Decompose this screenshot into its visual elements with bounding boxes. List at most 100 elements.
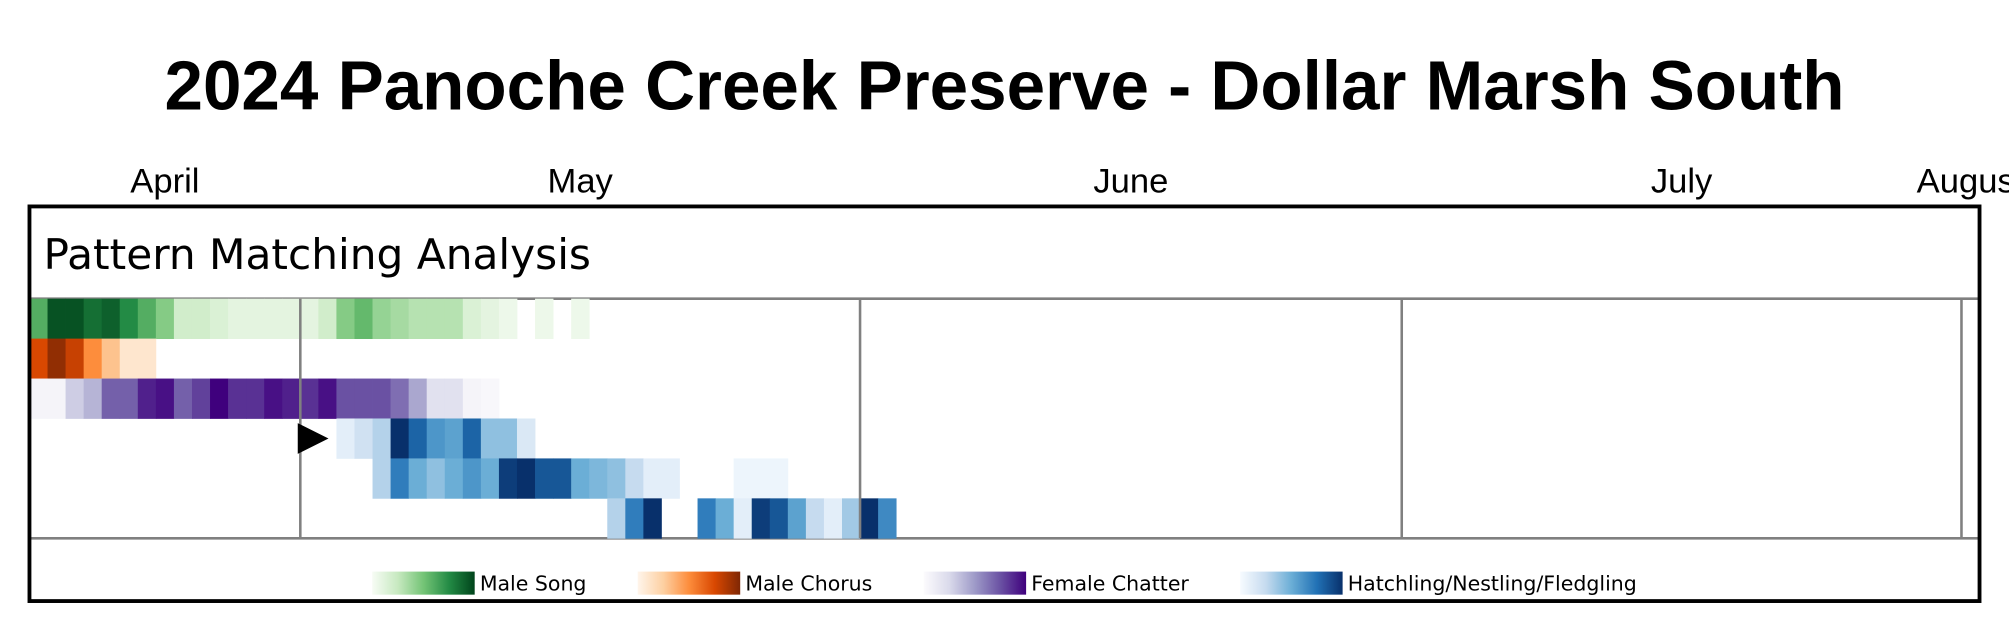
heat-cell [426,298,446,340]
heat-cell [625,458,644,499]
heat-cell [137,298,157,340]
heat-cell [83,338,103,379]
heat-cell [228,298,247,340]
heat-cell [318,298,337,340]
heat-cell [155,378,175,419]
heat-cell [823,498,843,539]
heat-cell [444,378,464,419]
heat-cell [390,378,410,419]
heat-cell [607,498,626,539]
heat-cell [101,378,121,419]
legend-label: Female Chatter [1031,571,1189,595]
heat-cell [462,418,482,459]
legend-swatch [1240,571,1343,595]
heat-cell [408,458,428,499]
heat-cell [137,378,157,419]
heat-cell [480,418,500,459]
legend-swatch [923,571,1027,595]
heat-cell [336,418,355,459]
heat-cell [462,298,482,340]
heat-cell [372,378,391,419]
heat-cell [336,298,355,340]
heat-cell [733,458,753,499]
heat-cell [246,298,265,340]
heat-cell [697,498,716,539]
heat-cell [318,378,337,419]
heat-cell [769,498,789,539]
heat-cell [372,458,391,499]
heat-cell [29,298,48,340]
heat-cell [372,418,391,459]
heat-cell [462,378,482,419]
heat-cell [751,498,771,539]
heat-cell [300,298,319,340]
heat-cell [47,298,66,340]
heat-cell [390,418,410,459]
x-tick-label: April [130,163,199,201]
heat-cell [751,458,771,499]
heat-cell [408,418,428,459]
heat-cell [137,338,157,379]
heat-cell [101,338,121,379]
heat-cell [354,298,373,340]
heat-cell [535,298,554,340]
heat-cell [571,298,590,340]
heat-cell [426,378,446,419]
heat-cell [29,338,48,379]
chart-subtitle: Pattern Matching Analysis [44,230,591,279]
heat-cell [173,298,193,340]
event-marker [297,423,329,454]
heat-cell [498,458,518,499]
heat-cell [191,298,211,340]
legend-label: Male Song [480,571,587,595]
heat-cell [516,458,536,499]
heat-cell [769,458,789,499]
heat-cell [498,418,518,459]
heat-cell [444,418,464,459]
heat-cell [210,298,229,340]
heat-cell [83,298,103,340]
heat-cell [444,298,464,340]
heat-cell [571,458,590,499]
heat-cell [625,498,644,539]
heat-cell [282,298,301,340]
heat-cell [841,498,861,539]
heat-cell [282,378,301,419]
legend-swatch [372,571,475,595]
chart-title: 2024 Panoche Creek Preserve - Dollar Mar… [164,46,1844,124]
legend-swatch [637,571,741,595]
heat-cell [191,378,211,419]
heat-cell [210,378,229,419]
heat-cell [553,458,572,499]
x-tick-label: July [1651,163,1713,201]
heat-cell [47,338,66,379]
heat-cell [426,418,446,459]
heat-cell [715,498,735,539]
heat-cell [480,298,500,340]
heat-cell [733,498,753,539]
legend-label: Male Chorus [745,571,872,595]
heat-cell [805,498,825,539]
heat-cell [83,378,103,419]
heat-cell [65,378,85,419]
heat-cell [498,298,518,340]
heat-cell [47,378,66,419]
heat-cell [155,298,175,340]
x-tick-label: August [1917,163,2009,201]
heat-cell [29,378,48,419]
heat-cell [264,298,283,340]
heat-cell [354,418,373,459]
heat-cell [119,378,139,419]
heat-cell [65,338,85,379]
heat-cell [336,378,355,419]
heat-cell [426,458,446,499]
heat-cell [444,458,464,499]
heat-cell [390,298,410,340]
heat-cell [228,378,247,419]
panel-border [27,204,1982,603]
heat-cell [390,458,410,499]
heat-cell [480,458,500,499]
heat-cell [354,378,373,419]
heat-cell [516,418,536,459]
